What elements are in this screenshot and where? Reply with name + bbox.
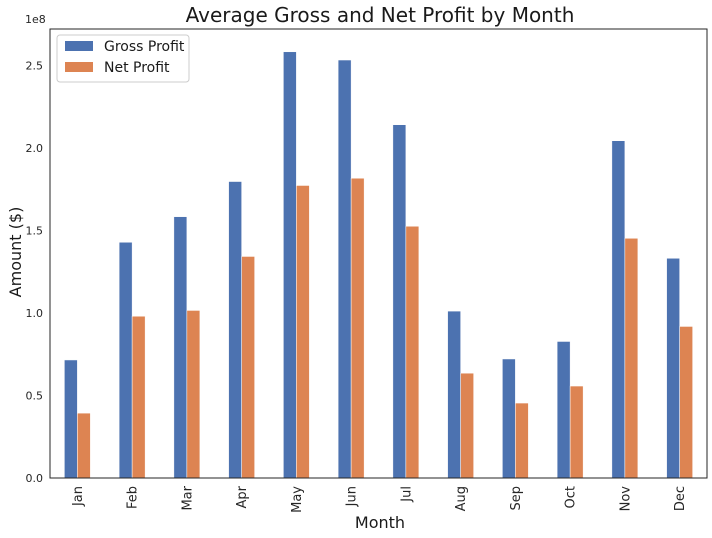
legend-label-gross-profit: Gross Profit bbox=[104, 39, 185, 55]
bar-net-profit-may bbox=[296, 185, 310, 479]
bar-gross-profit-dec bbox=[666, 258, 680, 479]
bar-net-profit-sep bbox=[515, 402, 529, 479]
x-tick-label-nov: Nov bbox=[618, 486, 633, 512]
x-axis: Jan Feb Mar Apr May Jun Jul Aug Sep Oct Nov Dec bbox=[71, 485, 688, 513]
bar-net-profit-oct bbox=[569, 385, 584, 479]
y-tick-label: 2.0 bbox=[26, 142, 44, 155]
bar-gross-profit-aug bbox=[447, 310, 461, 479]
bar-net-profit-dec bbox=[679, 326, 693, 479]
y-tick-label: 2.5 bbox=[26, 59, 44, 72]
bar-gross-profit-feb bbox=[118, 242, 133, 479]
bar-gross-profit-oct bbox=[556, 341, 571, 479]
bar-gross-profit-jun bbox=[337, 59, 352, 479]
x-tick-label-mar: Mar bbox=[180, 485, 195, 510]
x-tick-label-aug: Aug bbox=[454, 486, 469, 511]
y-axis: 0.0 0.5 1.0 1.5 2.0 2.5 bbox=[26, 59, 44, 485]
y-tick-label: 0.0 bbox=[26, 472, 44, 485]
x-tick-label-jul: Jul bbox=[399, 486, 414, 503]
x-tick-label-jun: Jun bbox=[345, 486, 360, 507]
y-axis-offset-label: 1e8 bbox=[25, 13, 46, 26]
bar-gross-profit-mar bbox=[173, 216, 188, 479]
bar-gross-profit-apr bbox=[228, 181, 242, 479]
bar-gross-profit-may bbox=[283, 51, 297, 479]
x-tick-label-oct: Oct bbox=[564, 486, 579, 508]
bar-net-profit-mar bbox=[186, 310, 201, 479]
bar-net-profit-apr bbox=[241, 256, 255, 479]
y-axis-label: Amount ($) bbox=[6, 207, 25, 298]
x-tick-label-sep: Sep bbox=[509, 486, 524, 511]
bar-net-profit-feb bbox=[131, 315, 146, 479]
bar-net-profit-jan bbox=[77, 412, 91, 479]
bar-gross-profit-sep bbox=[502, 358, 516, 479]
legend-swatch-net-profit bbox=[65, 62, 93, 72]
bar-net-profit-aug bbox=[460, 372, 474, 479]
bar-gross-profit-jan bbox=[64, 359, 78, 479]
x-tick-label-feb: Feb bbox=[126, 486, 141, 509]
y-tick-label: 0.5 bbox=[26, 389, 44, 402]
x-tick-label-dec: Dec bbox=[673, 486, 688, 511]
bar-gross-profit-nov bbox=[611, 140, 626, 479]
legend-swatch-gross-profit bbox=[65, 41, 93, 51]
legend: Gross Profit Net Profit bbox=[56, 34, 190, 83]
chart-title: Average Gross and Net Profit by Month bbox=[186, 3, 575, 27]
bar-net-profit-jul bbox=[405, 226, 420, 479]
bar-net-profit-nov bbox=[624, 238, 639, 479]
plot-area bbox=[64, 51, 693, 479]
x-axis-label: Month bbox=[355, 513, 405, 532]
legend-label-net-profit: Net Profit bbox=[104, 60, 170, 76]
bar-gross-profit-jul bbox=[392, 124, 407, 479]
x-tick-label-apr: Apr bbox=[235, 485, 250, 508]
y-tick-label: 1.5 bbox=[26, 224, 44, 237]
y-tick-label: 1.0 bbox=[26, 307, 44, 320]
x-tick-label-may: May bbox=[290, 486, 305, 513]
bar-net-profit-jun bbox=[350, 177, 365, 479]
plot-frame bbox=[49, 28, 708, 479]
x-tick-label-jan: Jan bbox=[71, 486, 86, 507]
